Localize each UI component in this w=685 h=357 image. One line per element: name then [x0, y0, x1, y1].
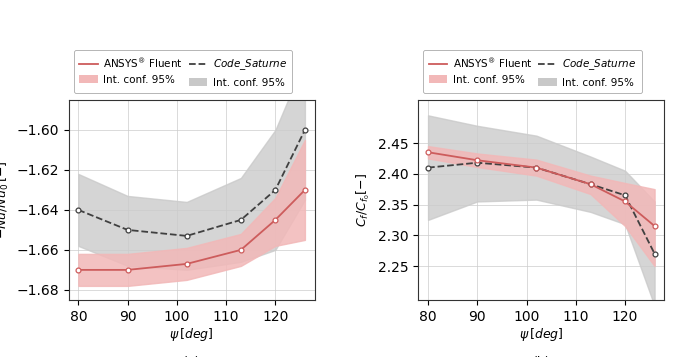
- X-axis label: $\psi\,[deg]$: $\psi\,[deg]$: [519, 326, 564, 343]
- X-axis label: $\psi\,[deg]$: $\psi\,[deg]$: [169, 326, 214, 343]
- Y-axis label: $-Nu/Nu_0\,[-]$: $-Nu/Nu_0\,[-]$: [0, 161, 10, 239]
- Legend: ANSYS$^{\circledR}$ Fluent, Int. conf. 95%, $\mathit{Code\_Saturne}$, Int. conf.: ANSYS$^{\circledR}$ Fluent, Int. conf. 9…: [74, 50, 292, 93]
- Y-axis label: $C_f/C_{f_0}[-]$: $C_f/C_{f_0}[-]$: [355, 173, 372, 227]
- Text: (b): (b): [532, 356, 550, 357]
- Text: (a): (a): [183, 356, 201, 357]
- Legend: ANSYS$^{\circledR}$ Fluent, Int. conf. 95%, $\mathit{Code\_Saturne}$, Int. conf.: ANSYS$^{\circledR}$ Fluent, Int. conf. 9…: [423, 50, 642, 93]
